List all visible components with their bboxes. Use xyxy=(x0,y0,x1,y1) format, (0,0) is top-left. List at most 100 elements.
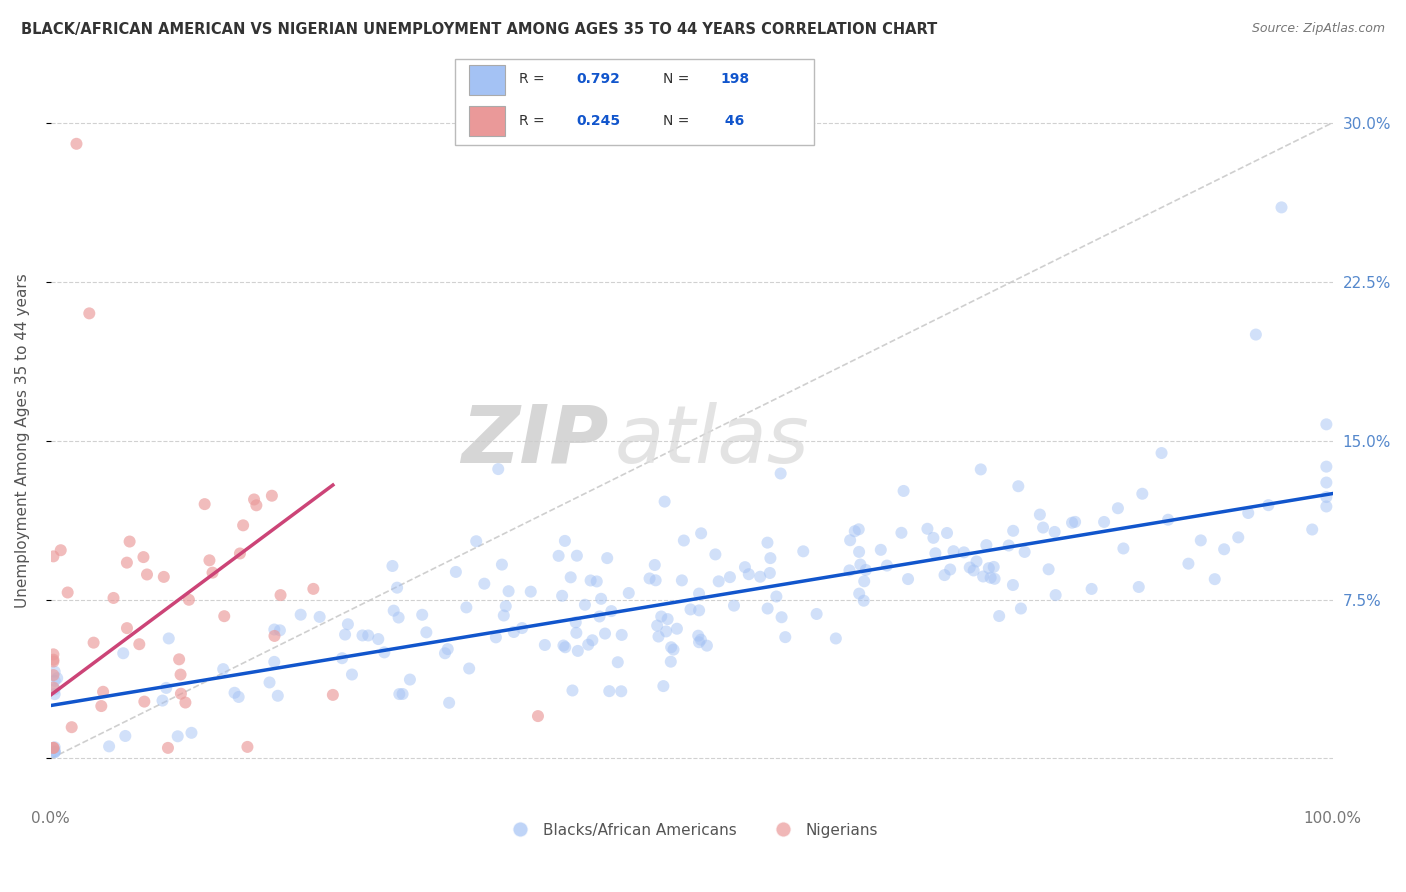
Point xyxy=(166,729,188,743)
Point xyxy=(167,652,190,666)
Point xyxy=(1112,541,1135,556)
Point xyxy=(42,668,65,682)
Point xyxy=(340,667,363,681)
Point xyxy=(270,588,292,602)
Point xyxy=(574,598,596,612)
Point xyxy=(591,591,613,606)
Point xyxy=(659,640,682,655)
Point xyxy=(290,607,312,622)
Point xyxy=(617,586,640,600)
Point xyxy=(672,533,695,548)
Point xyxy=(959,560,981,574)
Point xyxy=(269,624,291,638)
Point xyxy=(212,662,235,676)
Point xyxy=(775,630,797,644)
Point xyxy=(46,671,69,685)
Text: Source: ZipAtlas.com: Source: ZipAtlas.com xyxy=(1251,22,1385,36)
Point xyxy=(134,695,156,709)
Point xyxy=(1315,459,1337,474)
Point xyxy=(977,561,1000,575)
Point xyxy=(579,574,602,588)
Point xyxy=(890,525,912,540)
Point xyxy=(60,720,83,734)
Point xyxy=(792,544,814,558)
Point xyxy=(869,542,891,557)
Point xyxy=(1060,516,1083,530)
Point xyxy=(1177,557,1199,571)
Point xyxy=(201,566,224,580)
Point xyxy=(598,684,620,698)
Point xyxy=(502,625,524,640)
Point xyxy=(848,545,870,559)
Point xyxy=(1092,515,1115,529)
Point xyxy=(367,632,389,646)
Point xyxy=(1001,578,1024,592)
Point xyxy=(382,604,405,618)
Point xyxy=(848,587,870,601)
Point xyxy=(42,655,65,669)
Point xyxy=(852,593,875,607)
Point xyxy=(381,559,404,574)
Point xyxy=(128,637,150,651)
Y-axis label: Unemployment Among Ages 35 to 44 years: Unemployment Among Ages 35 to 44 years xyxy=(15,273,30,608)
Point xyxy=(844,524,866,539)
Point xyxy=(1029,508,1052,522)
Point xyxy=(749,570,772,584)
Point xyxy=(1244,327,1267,342)
Point xyxy=(934,568,956,582)
Point xyxy=(170,687,193,701)
Point xyxy=(824,632,846,646)
Point xyxy=(561,683,583,698)
Point xyxy=(897,572,920,586)
Point xyxy=(156,740,179,755)
Point xyxy=(806,607,828,621)
Point xyxy=(495,599,517,614)
Point xyxy=(983,572,1005,586)
Point xyxy=(388,610,411,624)
Point xyxy=(302,582,325,596)
Point xyxy=(688,603,710,617)
Point xyxy=(263,655,285,669)
Point xyxy=(498,584,520,599)
Point xyxy=(330,651,353,665)
Point xyxy=(939,562,962,576)
Point xyxy=(704,548,727,562)
Point xyxy=(759,551,782,566)
Point xyxy=(600,604,623,618)
Point xyxy=(547,549,569,563)
Point xyxy=(385,581,408,595)
Point xyxy=(596,551,619,566)
Point xyxy=(263,629,285,643)
Point xyxy=(988,609,1011,624)
Point xyxy=(42,681,65,695)
Point xyxy=(44,740,66,755)
Point xyxy=(44,687,66,701)
Point xyxy=(1237,506,1260,520)
Point xyxy=(44,745,66,759)
Point xyxy=(644,558,666,572)
Point xyxy=(997,539,1019,553)
Point xyxy=(510,621,533,635)
Point xyxy=(44,682,66,697)
Point xyxy=(236,739,259,754)
Point xyxy=(436,642,458,657)
Point xyxy=(132,550,155,565)
Point xyxy=(1157,513,1180,527)
Point xyxy=(352,628,374,642)
Point xyxy=(212,609,235,624)
Point xyxy=(972,569,994,583)
Point xyxy=(665,622,688,636)
Point xyxy=(565,625,588,640)
Point xyxy=(553,639,575,653)
Point xyxy=(527,709,550,723)
Point xyxy=(593,626,616,640)
Point xyxy=(44,745,66,759)
Point xyxy=(567,644,589,658)
Point xyxy=(848,522,870,536)
Point xyxy=(472,576,495,591)
Point xyxy=(644,574,666,588)
Text: atlas: atlas xyxy=(614,401,810,480)
Point xyxy=(169,667,191,681)
Point xyxy=(769,467,792,481)
Point xyxy=(198,553,221,567)
